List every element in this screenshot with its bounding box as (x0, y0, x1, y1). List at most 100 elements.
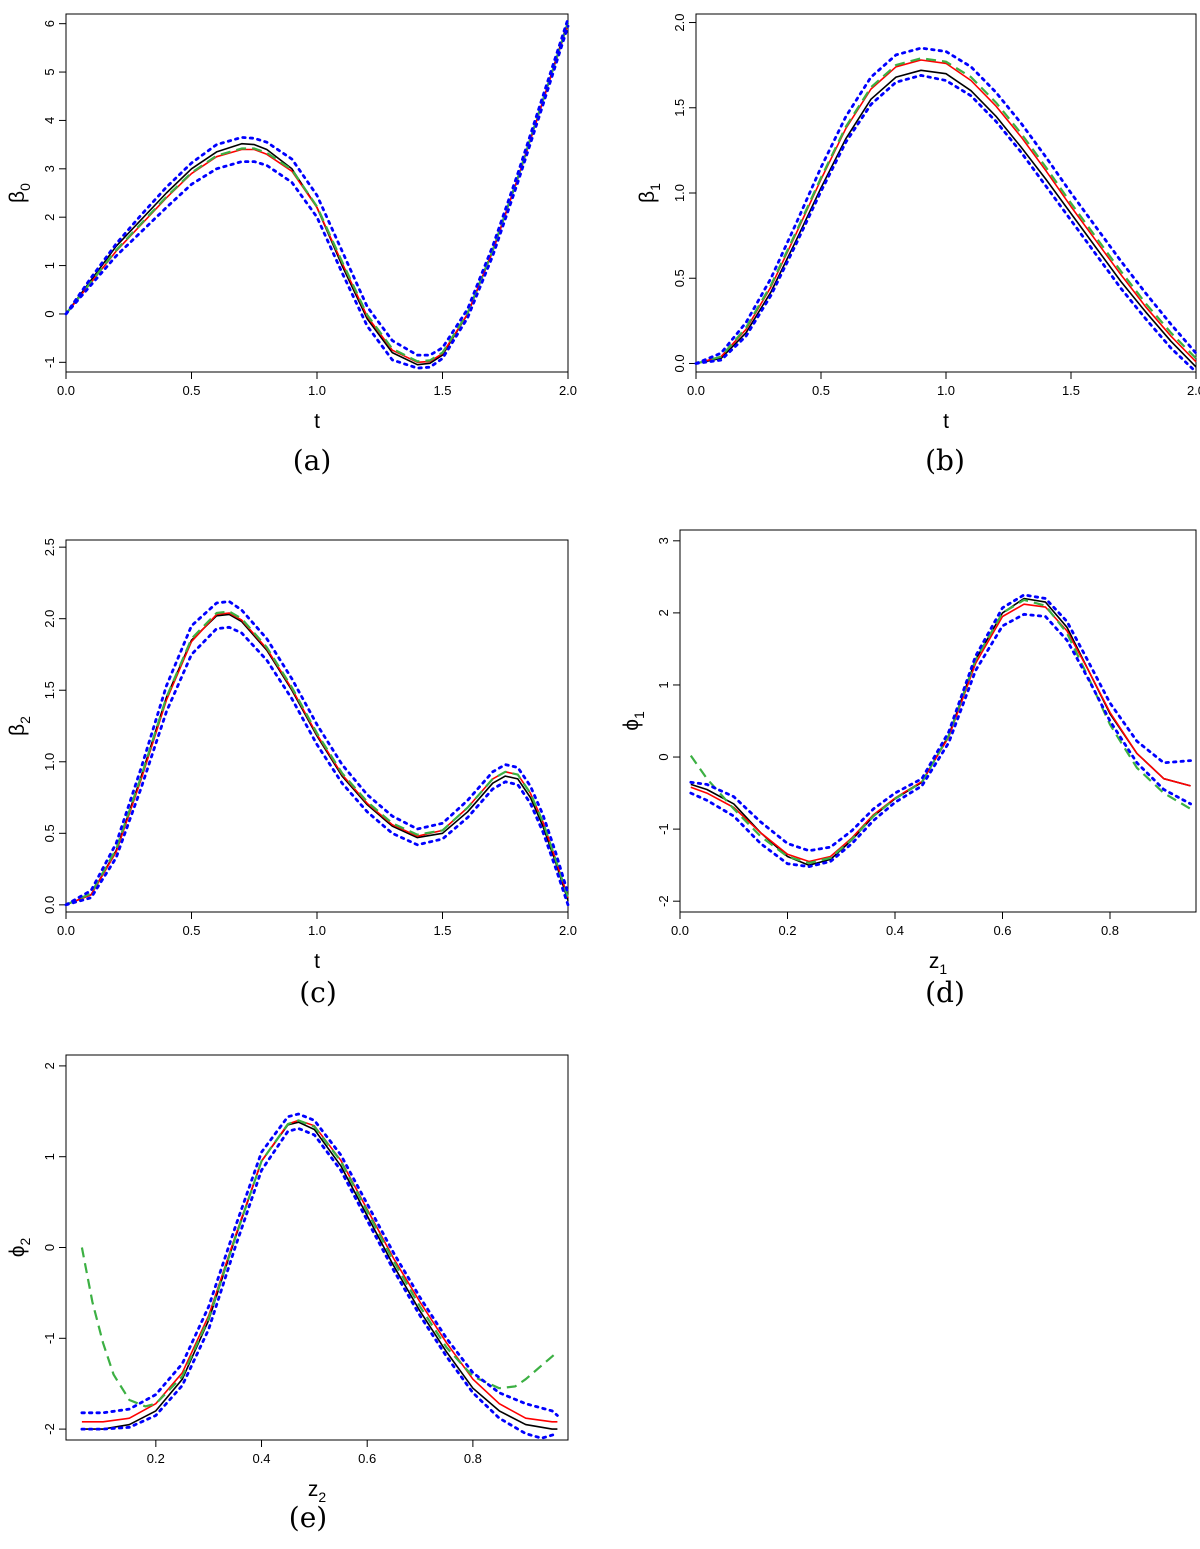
series-line-3 (695, 57, 1197, 365)
y-tick-label: 1 (42, 262, 57, 269)
x-tick-label: 0.4 (886, 923, 904, 938)
x-tick-label: 0.6 (358, 1451, 376, 1466)
y-axis-label-subscript: 1 (647, 183, 663, 191)
y-tick-label: 1.5 (672, 99, 687, 117)
x-tick-label: 0.8 (1101, 923, 1119, 938)
x-tick-label: 0.5 (182, 383, 200, 398)
panel-b: 0.0 0.5 1.0 1.5 2.0 0.0 0.5 1.0 1.5 2.0 t β1 (b) (636, 13, 1200, 477)
panel-caption: (e) (289, 1501, 327, 1534)
plot-frame (679, 529, 1197, 913)
x-tick-label: 0.0 (671, 923, 689, 938)
y-tick-label: 4 (42, 117, 57, 124)
y-tick-label: 3 (656, 537, 671, 544)
y-tick-label: 2.5 (42, 538, 57, 556)
panel-caption: (a) (293, 444, 332, 477)
y-axis-label: β0 (6, 183, 33, 203)
series-line-1 (65, 21, 569, 366)
y-tick-label: 1.0 (672, 184, 687, 202)
y-tick-label: 5 (42, 68, 57, 75)
y-tick-label: 2 (42, 1062, 57, 1069)
x-tick-label: 0.0 (687, 383, 705, 398)
series-line-5 (64, 625, 570, 907)
x-tick-label: 2.0 (1187, 383, 1200, 398)
series-line-1 (65, 613, 569, 906)
series-line-4 (694, 46, 1198, 365)
panel-caption: (d) (925, 976, 965, 1009)
series-line-5 (694, 74, 1198, 374)
y-tick-label: 0 (42, 1244, 57, 1251)
x-tick-label: 2.0 (559, 383, 577, 398)
x-tick-label: 1.0 (308, 923, 326, 938)
y-tick-label: 0.5 (42, 824, 57, 842)
series-line-4 (689, 593, 1192, 853)
y-tick-label: -1 (42, 357, 57, 369)
series-line-5 (64, 24, 570, 370)
x-tick-label: 0.8 (464, 1451, 482, 1466)
y-tick-label: 6 (42, 20, 57, 27)
y-tick-label: 0.0 (672, 354, 687, 372)
series-line-4 (64, 600, 570, 907)
series-line-3 (65, 22, 570, 363)
x-tick-label: 0.2 (778, 923, 796, 938)
y-axis-label: ϕ2 (6, 1238, 33, 1258)
series-line-4 (80, 1112, 559, 1417)
series-line-2 (65, 23, 569, 364)
x-tick-label: 0.2 (147, 1451, 165, 1466)
x-tick-label: 2.0 (559, 923, 577, 938)
y-tick-label: -1 (656, 823, 671, 835)
panel-d: 0.0 0.2 0.4 0.6 0.8 -2 -1 0 1 2 3 z1 ϕ1 (d) (620, 529, 1197, 1009)
x-axis-label: t (943, 410, 949, 433)
series-line-1 (695, 69, 1197, 368)
y-tick-label: -2 (42, 1423, 57, 1435)
y-tick-label: 1.5 (42, 681, 57, 699)
panel-caption: (c) (299, 976, 337, 1009)
series-line-3 (80, 1119, 559, 1408)
y-tick-label: -2 (656, 895, 671, 907)
y-tick-label: 0 (656, 753, 671, 760)
series-line-5 (80, 1127, 559, 1440)
y-axis-label: β2 (6, 716, 33, 736)
x-tick-label: 0.4 (252, 1451, 270, 1466)
x-tick-label: 1.5 (433, 923, 451, 938)
y-axis-label-subscript: 2 (17, 1238, 33, 1246)
series-line-2 (690, 603, 1191, 863)
y-axis-label: β1 (636, 183, 663, 203)
x-axis-label: z1 (929, 950, 948, 977)
x-tick-label: 0.0 (57, 923, 75, 938)
y-tick-label: 2 (656, 609, 671, 616)
series-line-2 (81, 1119, 558, 1423)
plot-frame (65, 1054, 569, 1441)
y-tick-label: 1 (656, 681, 671, 688)
x-tick-label: 1.0 (937, 383, 955, 398)
x-tick-label: 0.0 (57, 383, 75, 398)
x-tick-label: 1.5 (433, 383, 451, 398)
y-tick-label: 2.0 (672, 13, 687, 31)
panel-a: 0.0 0.5 1.0 1.5 2.0 -1 0 1 2 3 4 5 6 t β0 (a) (6, 13, 577, 477)
series-line-5 (689, 612, 1192, 868)
y-tick-label: 2.0 (42, 610, 57, 628)
x-tick-label: 0.6 (993, 923, 1011, 938)
panel-c: 0.0 0.5 1.0 1.5 2.0 0.0 0.5 1.0 1.5 2.0 2.5 t β2 (c) (6, 538, 577, 1009)
x-tick-label: 0.5 (812, 383, 830, 398)
y-axis-label: ϕ1 (620, 711, 647, 731)
y-tick-label: 0.0 (42, 896, 57, 914)
y-tick-label: 0 (42, 310, 57, 317)
x-tick-label: 1.5 (1062, 383, 1080, 398)
plot-frame (695, 13, 1197, 373)
series-line-1 (81, 1121, 558, 1430)
series-line-3 (65, 610, 570, 906)
plot-frame (65, 13, 569, 373)
y-axis-label-subscript: 0 (17, 183, 33, 191)
y-axis-label-subscript: 2 (17, 716, 33, 724)
y-tick-label: 2 (42, 214, 57, 221)
y-tick-label: 1.0 (42, 753, 57, 771)
x-tick-label: 1.0 (308, 383, 326, 398)
y-tick-label: -1 (42, 1333, 57, 1345)
series-line-4 (64, 17, 570, 357)
y-tick-label: 0.5 (672, 269, 687, 287)
series-line-2 (65, 612, 569, 906)
series-line-2 (695, 59, 1197, 365)
y-tick-label: 1 (42, 1153, 57, 1160)
